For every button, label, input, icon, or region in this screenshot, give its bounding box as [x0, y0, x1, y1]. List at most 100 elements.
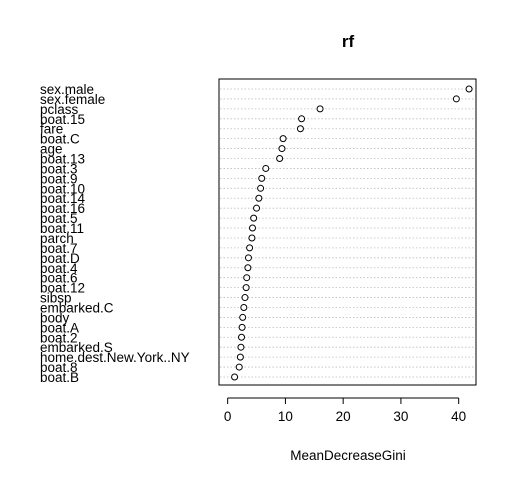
row-embarked.S: embarked.S — [40, 340, 475, 355]
data-point — [279, 135, 287, 143]
data-point — [238, 323, 246, 331]
category-label: boat.10 — [40, 181, 85, 196]
chart-title: rf — [342, 32, 355, 51]
row-home.dest.New.York..NY: home.dest.New.York..NY — [40, 350, 475, 365]
x-tick-label: 20 — [336, 409, 351, 424]
category-label: boat.3 — [40, 161, 78, 176]
category-label: fare — [40, 122, 63, 137]
x-tick-label: 30 — [393, 409, 408, 424]
data-point — [237, 343, 245, 351]
row-boat.11: boat.11 — [40, 221, 475, 236]
category-label: boat.2 — [40, 330, 78, 345]
row-boat.10: boat.10 — [40, 181, 475, 196]
data-point — [244, 254, 252, 262]
row-body: body — [40, 310, 475, 325]
category-label: boat.8 — [40, 360, 78, 375]
row-boat.16: boat.16 — [40, 201, 475, 216]
category-label: embarked.C — [40, 300, 114, 315]
data-point — [231, 373, 239, 381]
row-boat.C: boat.C — [40, 132, 475, 147]
category-label: boat.15 — [40, 112, 85, 127]
category-label: boat.A — [40, 320, 79, 335]
plot-rows: sex.malesex.femalepclassboat.15fareboat.… — [40, 82, 475, 385]
row-boat.8: boat.8 — [40, 360, 475, 375]
category-label: age — [40, 142, 63, 157]
category-label: boat.B — [40, 370, 79, 385]
row-boat.3: boat.3 — [40, 161, 475, 176]
row-pclass: pclass — [40, 102, 475, 117]
category-label: boat.14 — [40, 191, 86, 206]
plot-box — [218, 78, 477, 386]
row-sex.male: sex.male — [40, 82, 475, 97]
data-point — [316, 105, 324, 113]
data-point — [298, 115, 306, 123]
category-label: body — [40, 310, 70, 325]
row-boat.9: boat.9 — [40, 171, 475, 186]
category-label: pclass — [40, 102, 79, 117]
data-point — [248, 234, 256, 242]
row-boat.D: boat.D — [40, 251, 475, 266]
data-point — [465, 85, 473, 93]
data-point — [240, 303, 248, 311]
data-point — [257, 184, 265, 192]
data-point — [262, 164, 270, 172]
category-label: boat.6 — [40, 271, 78, 286]
data-point — [239, 313, 247, 321]
data-point — [243, 274, 251, 282]
data-point — [296, 125, 304, 133]
x-tick-label: 0 — [224, 409, 232, 424]
data-point — [242, 284, 250, 292]
row-boat.15: boat.15 — [40, 112, 475, 127]
row-age: age — [40, 142, 475, 157]
category-label: parch — [40, 231, 74, 246]
row-fare: fare — [40, 122, 475, 137]
data-point — [244, 264, 252, 272]
data-point — [235, 363, 243, 371]
row-boat.A: boat.A — [40, 320, 475, 335]
row-boat.14: boat.14 — [40, 191, 475, 206]
data-point — [246, 244, 254, 252]
row-boat.6: boat.6 — [40, 271, 475, 286]
data-point — [250, 214, 258, 222]
x-axis-title: MeanDecreaseGini — [290, 448, 406, 463]
data-point — [241, 294, 249, 302]
category-label: boat.5 — [40, 211, 78, 226]
data-point — [258, 174, 266, 182]
row-boat.7: boat.7 — [40, 241, 475, 256]
category-label: sex.female — [40, 92, 105, 107]
category-label: boat.11 — [40, 221, 84, 236]
data-point — [452, 95, 460, 103]
x-tick-label: 10 — [278, 409, 293, 424]
category-label: boat.4 — [40, 261, 78, 276]
data-point — [248, 224, 256, 232]
data-point — [238, 333, 246, 341]
row-boat.2: boat.2 — [40, 330, 475, 345]
category-label: sex.male — [40, 82, 94, 97]
row-sex.female: sex.female — [40, 92, 475, 107]
row-parch: parch — [40, 231, 475, 246]
category-label: boat.13 — [40, 152, 85, 167]
row-boat.12: boat.12 — [40, 281, 475, 296]
row-sibsp: sibsp — [40, 291, 475, 306]
row-boat.4: boat.4 — [40, 261, 475, 276]
data-point — [278, 145, 286, 153]
category-label: boat.C — [40, 132, 80, 147]
data-point — [253, 204, 261, 212]
row-boat.13: boat.13 — [40, 152, 475, 167]
category-label: boat.7 — [40, 241, 78, 256]
x-axis: 0 10 20 30 40 — [224, 397, 466, 424]
row-boat.B: boat.B — [40, 370, 475, 385]
category-label: boat.9 — [40, 171, 78, 186]
category-label: embarked.S — [40, 340, 113, 355]
category-label: boat.12 — [40, 281, 85, 296]
category-label: boat.D — [40, 251, 80, 266]
row-boat.5: boat.5 — [40, 211, 475, 226]
row-embarked.C: embarked.C — [40, 300, 475, 315]
category-label: home.dest.New.York..NY — [40, 350, 190, 365]
category-label: sibsp — [40, 291, 72, 306]
data-point — [276, 155, 284, 163]
category-label: boat.16 — [40, 201, 85, 216]
x-tick-label: 40 — [451, 409, 466, 424]
data-point — [236, 353, 244, 361]
